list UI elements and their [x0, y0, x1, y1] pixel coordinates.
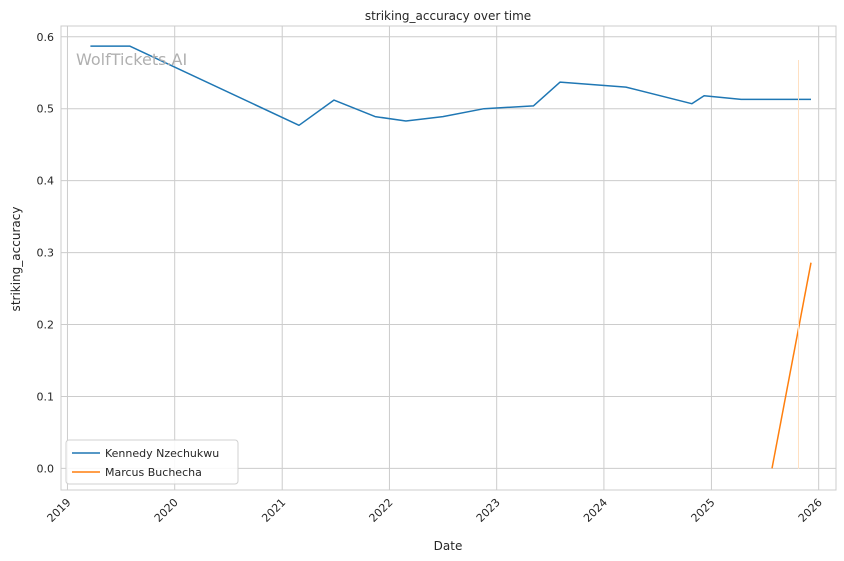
y-axis-ticks: 0.0 0.1 0.2 0.3 0.4 0.5 0.6	[37, 31, 55, 476]
y-tick-label: 0.1	[37, 390, 55, 403]
series-line-marcus-buchecha	[771, 262, 812, 469]
plot-frame	[60, 25, 837, 491]
legend-label-kennedy-nzechukwu: Kennedy Nzechukwu	[105, 447, 219, 460]
series-group	[90, 45, 812, 469]
watermark: WolfTickets.AI	[76, 50, 187, 69]
y-axis-label: striking_accuracy	[9, 207, 23, 312]
legend-label-marcus-buchecha: Marcus Buchecha	[105, 466, 202, 479]
y-tick-label: 0.4	[37, 175, 55, 188]
legend-box	[65, 439, 239, 485]
series-line-kennedy-nzechukwu	[90, 45, 811, 127]
y-tick-label: 0.5	[37, 103, 55, 116]
legend: Kennedy Nzechukwu Marcus Buchecha	[65, 439, 239, 485]
y-tick-label: 0.2	[37, 319, 55, 332]
y-tick-label: 0.0	[37, 462, 55, 475]
chart-title: striking_accuracy over time	[365, 9, 531, 23]
y-tick-label: 0.3	[37, 247, 55, 260]
x-axis-label: Date	[434, 539, 463, 553]
y-tick-label: 0.6	[37, 31, 55, 44]
